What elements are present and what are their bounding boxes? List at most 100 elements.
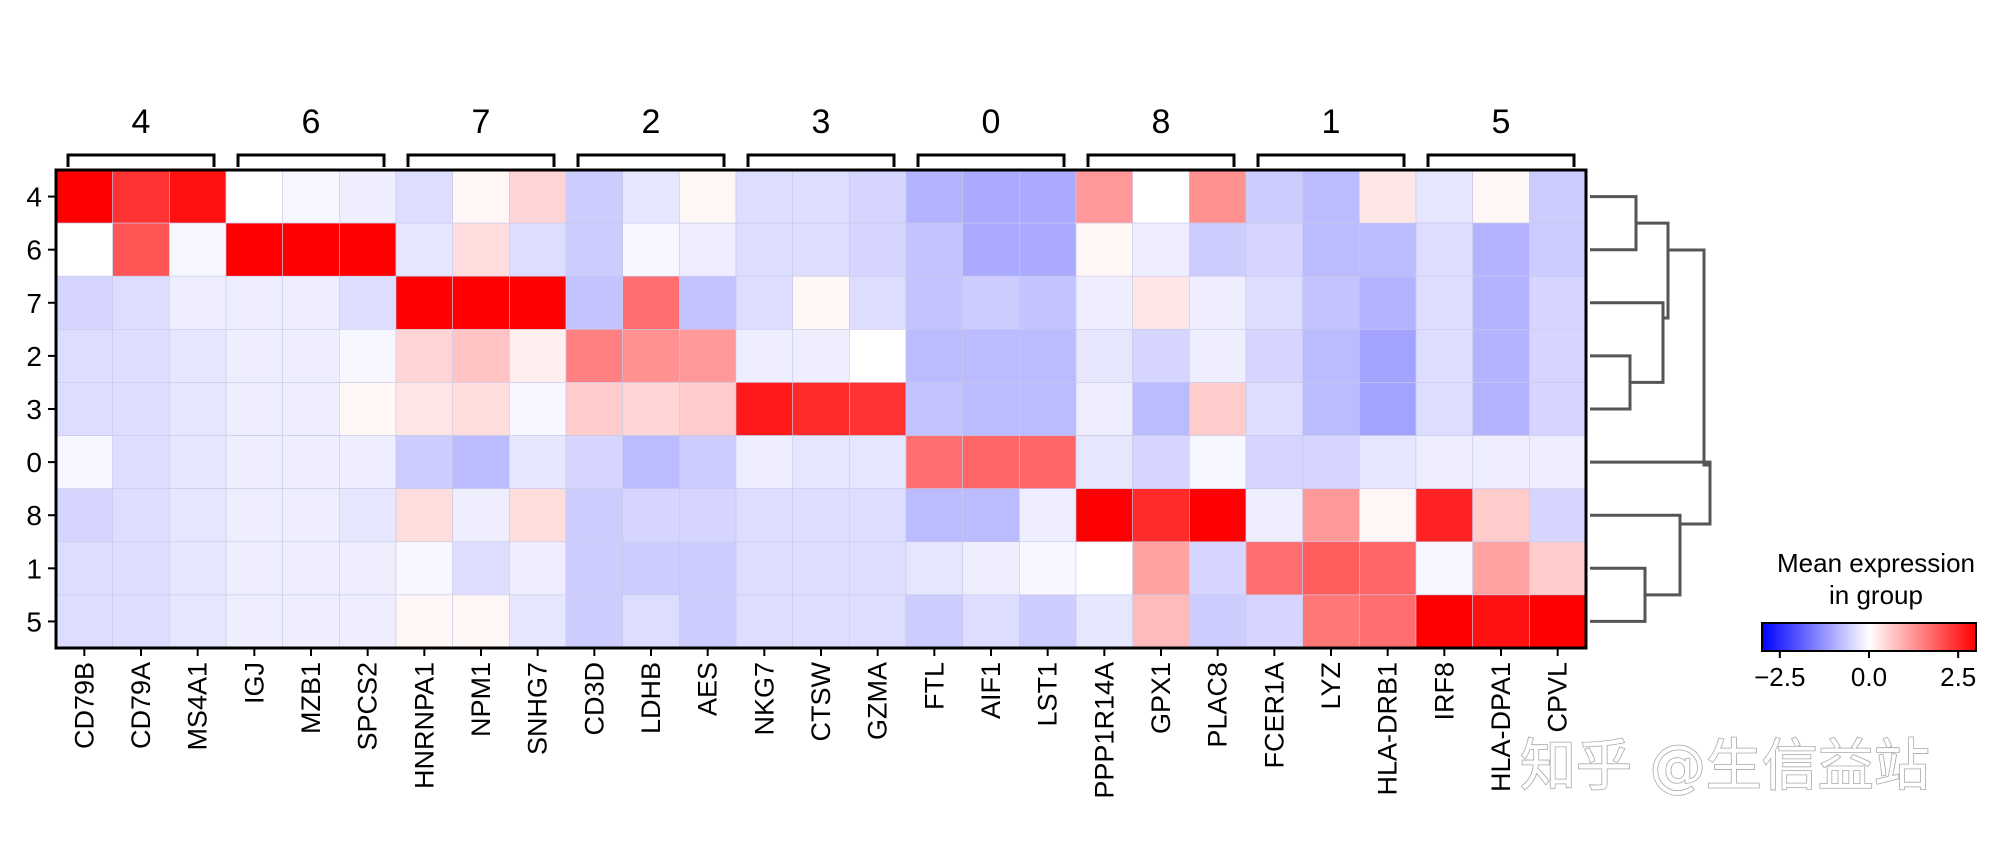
heatmap-cell bbox=[1472, 169, 1530, 224]
dendrogram-branch bbox=[1590, 354, 1632, 411]
heatmap-cell bbox=[395, 594, 453, 649]
column-tick-label: LDHB bbox=[636, 662, 666, 734]
heatmap-cell bbox=[395, 275, 453, 330]
heatmap-cell bbox=[395, 488, 453, 543]
heatmap-cell bbox=[395, 541, 453, 596]
heatmap-cell bbox=[1019, 169, 1077, 224]
group-label: 0 bbox=[982, 103, 1001, 141]
row-tick-label: 8 bbox=[26, 500, 42, 531]
heatmap-cell bbox=[225, 329, 283, 383]
heatmap-cell bbox=[1415, 329, 1473, 383]
heatmap-cell bbox=[735, 541, 793, 596]
heatmap-cell bbox=[1415, 222, 1473, 277]
heatmap-cell bbox=[452, 222, 510, 277]
heatmap-cell bbox=[565, 329, 623, 383]
heatmap-cell bbox=[1415, 541, 1473, 596]
dendrogram-branch bbox=[1590, 566, 1647, 623]
heatmap-cell bbox=[169, 594, 227, 649]
heatmap-cell bbox=[395, 222, 453, 277]
heatmap-cell bbox=[622, 541, 680, 596]
heatmap-cell bbox=[1472, 594, 1530, 649]
heatmap-cell bbox=[169, 435, 227, 489]
heatmap-cell bbox=[1302, 169, 1360, 224]
colorbar-tick-label: −2.5 bbox=[1754, 662, 1805, 692]
heatmap-cell bbox=[849, 435, 907, 489]
heatmap-cell bbox=[1019, 222, 1077, 277]
row-tick-labels: 4 6 7 2 3 0 8 1 5 bbox=[26, 182, 56, 637]
group-label: 8 bbox=[1152, 103, 1171, 141]
heatmap-cell bbox=[55, 488, 113, 543]
heatmap-cell bbox=[1019, 594, 1077, 649]
heatmap-cell bbox=[1359, 435, 1417, 489]
row-tick-label: 6 bbox=[26, 235, 42, 266]
group-bracket bbox=[1086, 153, 1236, 167]
heatmap-cell bbox=[962, 435, 1020, 489]
colorbar-title-line1: Mean expression bbox=[1777, 548, 1975, 578]
row-tick-label: 2 bbox=[26, 341, 42, 372]
heatmap-cell bbox=[1302, 488, 1360, 543]
heatmap-cell bbox=[169, 382, 227, 436]
heatmap-cell bbox=[1189, 329, 1247, 383]
heatmap-cell bbox=[1132, 169, 1190, 224]
heatmap-cell bbox=[339, 222, 397, 277]
heatmap-cell bbox=[565, 382, 623, 436]
heatmap-cell bbox=[1302, 329, 1360, 383]
row-tick-label: 1 bbox=[26, 553, 42, 584]
column-tick-label: MS4A1 bbox=[183, 662, 213, 751]
heatmap-cell bbox=[849, 169, 907, 224]
heatmap-cell bbox=[1189, 541, 1247, 596]
dendrogram-branch bbox=[1668, 248, 1710, 467]
group-bracket bbox=[1426, 153, 1576, 167]
heatmap-cell bbox=[55, 382, 113, 436]
heatmap-cell bbox=[1359, 222, 1417, 277]
heatmap-cell bbox=[1302, 222, 1360, 277]
group-label: 7 bbox=[472, 103, 491, 141]
row-tick-label: 4 bbox=[26, 182, 42, 213]
colorbar-title-line2: in group bbox=[1829, 580, 1923, 610]
heatmap-cell bbox=[1245, 222, 1303, 277]
heatmap-cell bbox=[1359, 594, 1417, 649]
heatmap-cell bbox=[509, 169, 567, 224]
heatmap-cell bbox=[849, 488, 907, 543]
heatmap-cell bbox=[1472, 275, 1530, 330]
heatmap-cell bbox=[225, 488, 283, 543]
heatmap-cell bbox=[282, 435, 340, 489]
heatmap-cell bbox=[735, 435, 793, 489]
heatmap-cell bbox=[1019, 382, 1077, 436]
heatmap-cell bbox=[339, 169, 397, 224]
row-tick-label: 7 bbox=[26, 288, 42, 319]
heatmap-cell bbox=[1245, 541, 1303, 596]
heatmap-cell bbox=[1132, 488, 1190, 543]
heatmap-cell bbox=[509, 329, 567, 383]
heatmap-cell bbox=[792, 488, 850, 543]
column-tick-label: CTSW bbox=[806, 661, 836, 741]
heatmap-cell bbox=[112, 541, 170, 596]
dendrogram-branch bbox=[1636, 221, 1670, 320]
column-tick-label: IRF8 bbox=[1429, 662, 1459, 721]
heatmap-cell bbox=[905, 435, 963, 489]
heatmap-cell bbox=[962, 488, 1020, 543]
heatmap-cell bbox=[1415, 594, 1473, 649]
heatmap-cell bbox=[1245, 169, 1303, 224]
column-tick-label: MZB1 bbox=[296, 662, 326, 734]
heatmap-cell bbox=[1019, 541, 1077, 596]
heatmap-cell bbox=[792, 435, 850, 489]
heatmap-cell bbox=[339, 594, 397, 649]
colorbar-tick-label: 2.5 bbox=[1940, 662, 1976, 692]
colorbar: Mean expression in group −2.5 0.0 2.5 bbox=[1754, 548, 1977, 692]
heatmap-cell bbox=[55, 329, 113, 383]
heatmap-cell bbox=[112, 382, 170, 436]
heatmap-cell bbox=[169, 169, 227, 224]
heatmap-cell bbox=[792, 275, 850, 330]
heatmap-cell bbox=[225, 169, 283, 224]
heatmap-cell bbox=[112, 329, 170, 383]
heatmap-cell bbox=[55, 169, 113, 224]
heatmap-cell bbox=[962, 382, 1020, 436]
heatmap-cell bbox=[849, 329, 907, 383]
heatmap-cell bbox=[962, 169, 1020, 224]
heatmap-cell bbox=[452, 329, 510, 383]
heatmap-cell bbox=[565, 594, 623, 649]
heatmap-cell bbox=[1075, 169, 1133, 224]
heatmap-cell bbox=[169, 275, 227, 330]
